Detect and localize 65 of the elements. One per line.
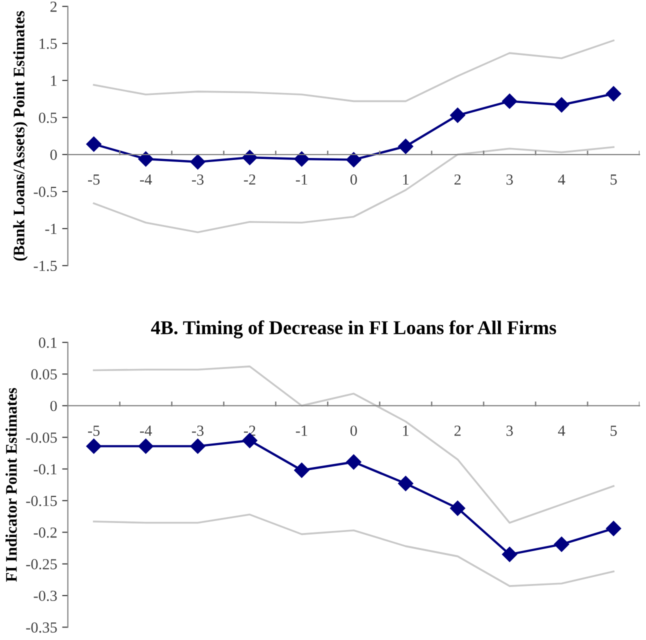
y-tick-label: 1.5 [40, 38, 57, 49]
point [86, 136, 102, 152]
y-tick-label: 1 [51, 76, 56, 86]
y-tick-label: 0.5 [38, 112, 57, 124]
point [606, 86, 622, 102]
x-tick-label: 0 [350, 426, 357, 436]
x-tick-label: -4 [140, 174, 152, 185]
y-tick-label: 0 [50, 400, 57, 412]
y-tick-label: -0.2 [34, 527, 57, 538]
y-tick-label: -0.05 [26, 432, 57, 443]
x-tick-label: -5 [88, 426, 100, 436]
y-tick-label: -0.15 [26, 496, 57, 506]
x-tick-label: 3 [506, 174, 513, 185]
y-tick-label: -0.35 [26, 622, 57, 633]
point [398, 476, 414, 492]
point [190, 154, 206, 170]
y-tick-label: -0.3 [34, 590, 57, 602]
point [190, 438, 206, 454]
x-tick-label: -3 [192, 174, 204, 185]
y-tick-label: 0 [50, 150, 57, 160]
y-tick-label: -0.1 [34, 464, 56, 474]
y-tick-label: 0.05 [31, 369, 57, 380]
point [554, 97, 570, 112]
x-tick-label: 1 [403, 174, 409, 185]
point [86, 438, 102, 454]
y-tick-label: -0.25 [26, 559, 57, 570]
point [398, 138, 414, 154]
point [294, 151, 310, 167]
x-tick-label: 1 [403, 426, 409, 436]
point [294, 462, 310, 478]
point [138, 151, 154, 167]
y-axis-title: FI Indicator Point Estimates [6, 388, 17, 582]
point [450, 108, 466, 123]
y-tick-label: 0.1 [38, 338, 56, 348]
x-tick-label: -1 [296, 174, 308, 185]
point [502, 94, 518, 109]
x-tick-label: -2 [244, 174, 256, 185]
point [606, 520, 622, 536]
point [346, 454, 362, 470]
y-tick-label: 2 [50, 2, 57, 12]
x-tick-label: -4 [140, 426, 152, 436]
x-tick-label: 0 [350, 174, 357, 185]
x-tick-label: 2 [454, 426, 461, 436]
y-axis-title: (Bank Loans/Assets) Point Estimates [13, 11, 28, 261]
x-tick-label: 5 [610, 174, 617, 185]
x-tick-label: -3 [192, 426, 204, 436]
x-tick-label: 5 [610, 426, 617, 436]
chart-title: 4B. Timing of Decrease in FI Loans for All Firms [151, 320, 556, 338]
y-tick-label: -1.5 [34, 260, 57, 272]
point [450, 500, 466, 516]
x-tick-label: 4 [558, 174, 566, 185]
x-tick-label: 3 [506, 426, 513, 436]
point [242, 150, 258, 166]
point [554, 536, 570, 552]
point [502, 546, 518, 562]
y-tick-label: -0.5 [34, 186, 57, 198]
x-tick-label: -5 [88, 174, 100, 185]
x-tick-label: 4 [558, 426, 566, 436]
x-tick-label: -1 [296, 426, 308, 436]
x-tick-label: 2 [454, 174, 461, 185]
line-series [92, 514, 614, 587]
point [346, 152, 362, 168]
line-series [92, 40, 614, 102]
y-tick-label: -1 [45, 224, 56, 234]
point [138, 438, 154, 454]
